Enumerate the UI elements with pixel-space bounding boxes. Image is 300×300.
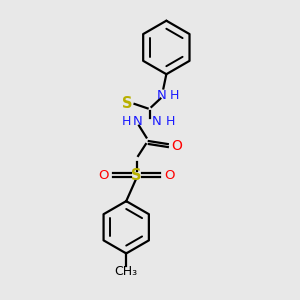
Text: S: S bbox=[131, 168, 142, 183]
Text: CH₃: CH₃ bbox=[115, 265, 138, 278]
Text: H: H bbox=[170, 88, 179, 101]
Text: N: N bbox=[157, 88, 167, 101]
Text: N: N bbox=[133, 115, 142, 128]
Text: O: O bbox=[165, 169, 175, 182]
Text: S: S bbox=[122, 95, 133, 110]
Text: N: N bbox=[152, 115, 161, 128]
Text: H: H bbox=[166, 115, 175, 128]
Text: O: O bbox=[98, 169, 109, 182]
Text: H: H bbox=[122, 115, 131, 128]
Text: O: O bbox=[171, 139, 182, 152]
